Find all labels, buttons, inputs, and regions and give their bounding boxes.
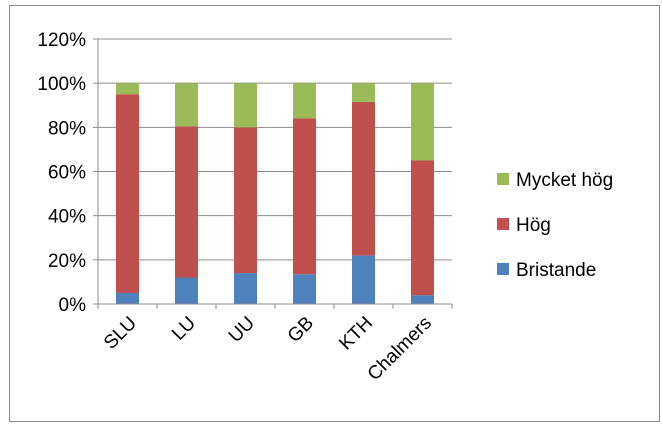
bar-segment-hog-chalmers — [411, 160, 434, 296]
axes — [93, 38, 453, 309]
bar-segment-mycket-hog-uu — [234, 83, 257, 128]
y-tick-label: 20% — [48, 251, 86, 272]
legend-swatch — [497, 263, 509, 275]
bar-segment-bristande-gb — [293, 274, 316, 304]
x-tick-label: SLU — [100, 313, 141, 354]
bar-segment-mycket-hog-lu — [175, 83, 198, 127]
bar-segment-hog-slu — [116, 94, 139, 293]
bars — [116, 83, 434, 304]
y-tick-label: 120% — [37, 30, 86, 51]
x-tick-label: KTH — [335, 313, 377, 355]
y-tick-label: 40% — [48, 207, 86, 228]
x-tick-label: Chalmers — [364, 313, 436, 385]
legend-label: Mycket hög — [516, 170, 613, 191]
gridlines — [98, 38, 452, 261]
bar-segment-hog-uu — [234, 127, 257, 274]
bar-segment-bristande-kth — [352, 255, 375, 304]
bar-segment-hog-gb — [293, 118, 316, 275]
legend: Mycket hög Hög Bristande — [497, 170, 613, 281]
legend-label: Hög — [516, 215, 551, 236]
y-tick-label: 100% — [37, 74, 86, 95]
bar-segment-hog-lu — [175, 126, 198, 278]
x-tick-label: LU — [168, 313, 200, 345]
y-tick-label: 0% — [59, 295, 87, 316]
y-tick-label: 60% — [48, 163, 86, 184]
x-tick-label: GB — [284, 313, 318, 347]
bar-segment-bristande-chalmers — [411, 295, 434, 304]
bar-segment-mycket-hog-chalmers — [411, 83, 434, 161]
bar-segment-bristande-uu — [234, 273, 257, 304]
x-tick-label: UU — [225, 313, 259, 347]
bar-segment-mycket-hog-kth — [352, 83, 375, 102]
bar-segment-mycket-hog-slu — [116, 83, 139, 95]
bar-segment-bristande-slu — [116, 292, 139, 304]
legend-label: Bristande — [516, 260, 596, 281]
bar-segment-mycket-hog-gb — [293, 83, 316, 119]
legend-swatch — [497, 218, 509, 230]
bar-segment-hog-kth — [352, 101, 375, 256]
y-tick-label: 80% — [48, 118, 86, 139]
legend-swatch — [497, 173, 509, 185]
y-tick-labels: 0% 20% 40% 60% 80% 100% 120% — [37, 30, 86, 316]
bar-segment-bristande-lu — [175, 277, 198, 304]
